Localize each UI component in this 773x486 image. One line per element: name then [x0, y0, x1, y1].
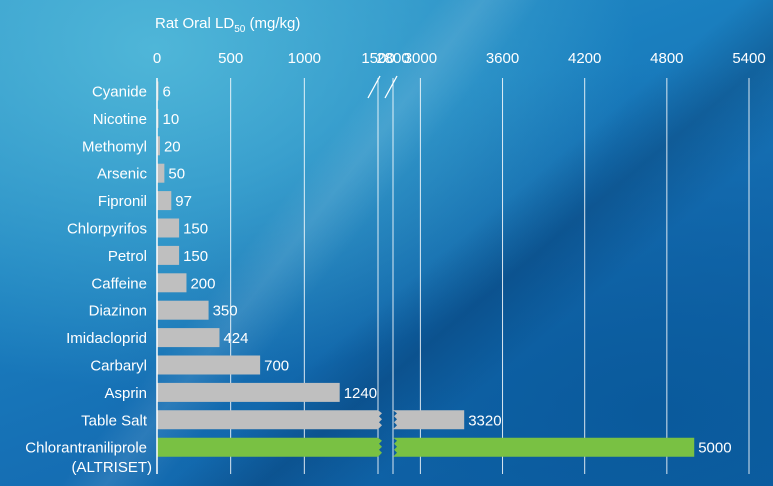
- value-label: 10: [163, 111, 180, 128]
- bars: 6 10 20 50 97 150 150 200 350 424 700 1240 3320 5000: [157, 81, 732, 457]
- category-sublabel: (ALTRISET): [71, 459, 152, 476]
- bar-table salt-right: [393, 410, 465, 430]
- x-tick-label: 4800: [650, 50, 683, 67]
- bar-diazinon: [157, 300, 209, 320]
- axis-title: Rat Oral LD50 (mg/kg): [155, 15, 300, 35]
- value-label: 97: [175, 193, 192, 210]
- x-tick-label: 1000: [288, 50, 321, 67]
- x-tick-label: 5400: [732, 50, 765, 67]
- value-label: 50: [168, 166, 185, 183]
- category-label: Asprin: [104, 385, 147, 402]
- bar-caffeine: [157, 273, 187, 293]
- category-label: Table Salt: [81, 412, 148, 429]
- category-label: Fipronil: [98, 193, 147, 210]
- value-label: 150: [183, 248, 208, 265]
- category-label: Methomyl: [82, 138, 147, 155]
- x-tick-label: 4200: [568, 50, 601, 67]
- x-tick-label: 0: [153, 50, 161, 67]
- x-tick-label: 3600: [486, 50, 519, 67]
- bar-fipronil: [157, 191, 172, 211]
- value-label: 20: [164, 138, 181, 155]
- gridlines: [230, 78, 750, 474]
- x-tick-label: 500: [218, 50, 243, 67]
- category-labels: Cyanide Nicotine Methomyl Arsenic Fipronil Ch…: [25, 84, 152, 477]
- bar-methomyl: [157, 136, 160, 156]
- value-label: 700: [264, 358, 289, 375]
- value-label: 1240: [344, 385, 377, 402]
- bar-table salt-left: [157, 410, 382, 430]
- bar-arsenic: [157, 163, 165, 183]
- category-label: Chlorpyrifos: [67, 221, 147, 238]
- bar-chlorpyrifos: [157, 218, 180, 238]
- axis-break-mark: [384, 75, 398, 99]
- category-label: Nicotine: [93, 111, 147, 128]
- category-label: Diazinon: [89, 303, 147, 320]
- category-label: Imidacloprid: [66, 330, 147, 347]
- category-label: Cyanide: [92, 84, 147, 101]
- axis-break-mark: [367, 75, 381, 99]
- category-label: Arsenic: [97, 166, 148, 183]
- value-label: 350: [213, 303, 238, 320]
- value-label: 3320: [468, 412, 501, 429]
- bar-chlorantraniliprole-left: [157, 437, 382, 457]
- x-tick-label: 3000: [404, 50, 437, 67]
- bar-carbaryl: [157, 355, 261, 375]
- category-label: Carbaryl: [90, 358, 147, 375]
- bar-petrol: [157, 245, 180, 265]
- value-label: 6: [163, 84, 171, 101]
- value-label: 150: [183, 221, 208, 238]
- bar-asprin: [157, 382, 340, 402]
- category-label: Petrol: [108, 248, 147, 265]
- bar-chlorantraniliprole-right: [393, 437, 695, 457]
- value-label: 424: [223, 330, 248, 347]
- category-label: Caffeine: [91, 275, 147, 292]
- x-tick-label: 1500: [361, 50, 394, 67]
- value-label: 200: [190, 275, 215, 292]
- value-label: 5000: [698, 440, 731, 457]
- bar-imidacloprid: [157, 328, 220, 348]
- x-tick-label: 2800: [376, 50, 409, 67]
- category-label: Chlorantraniliprole: [25, 440, 147, 457]
